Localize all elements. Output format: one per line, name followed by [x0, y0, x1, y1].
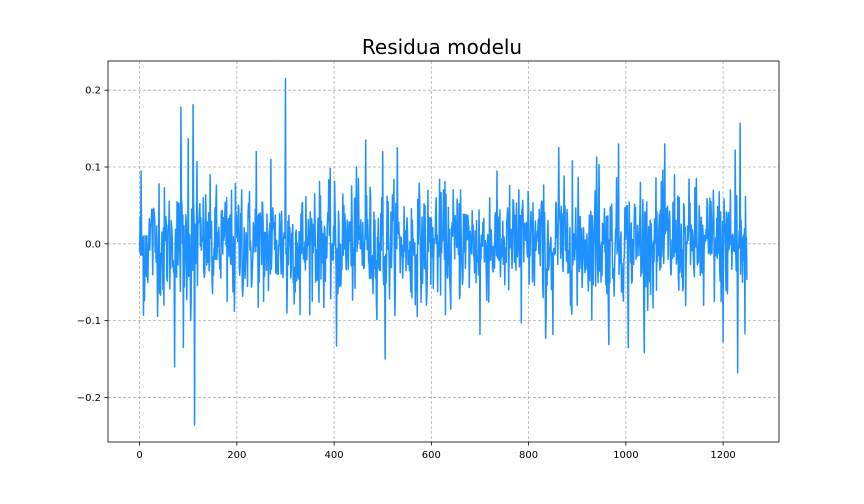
axes-frame — [107, 60, 780, 443]
x-tick-label: 1200 — [710, 450, 735, 461]
y-tick-label: −0.1 — [77, 316, 101, 327]
y-tick-label: 0.1 — [85, 163, 101, 174]
plot-area — [138, 77, 748, 426]
y-tick-label: −0.2 — [77, 393, 101, 404]
x-tick-label: 600 — [422, 450, 441, 461]
x-axis: 0 200 400 600 800 1000 1200 — [136, 442, 736, 461]
y-tick-label: 0.2 — [85, 86, 101, 97]
chart-title: Residua modelu — [362, 35, 522, 59]
x-tick-label: 0 — [136, 450, 142, 461]
x-tick-label: 200 — [227, 450, 246, 461]
x-tick-label: 800 — [519, 450, 538, 461]
residual-series-line — [138, 77, 748, 426]
y-tick-label: 0.0 — [85, 239, 101, 250]
y-axis: −0.2 −0.1 0.0 0.1 0.2 — [77, 86, 108, 404]
x-tick-label: 400 — [325, 450, 344, 461]
x-tick-label: 1000 — [613, 450, 638, 461]
